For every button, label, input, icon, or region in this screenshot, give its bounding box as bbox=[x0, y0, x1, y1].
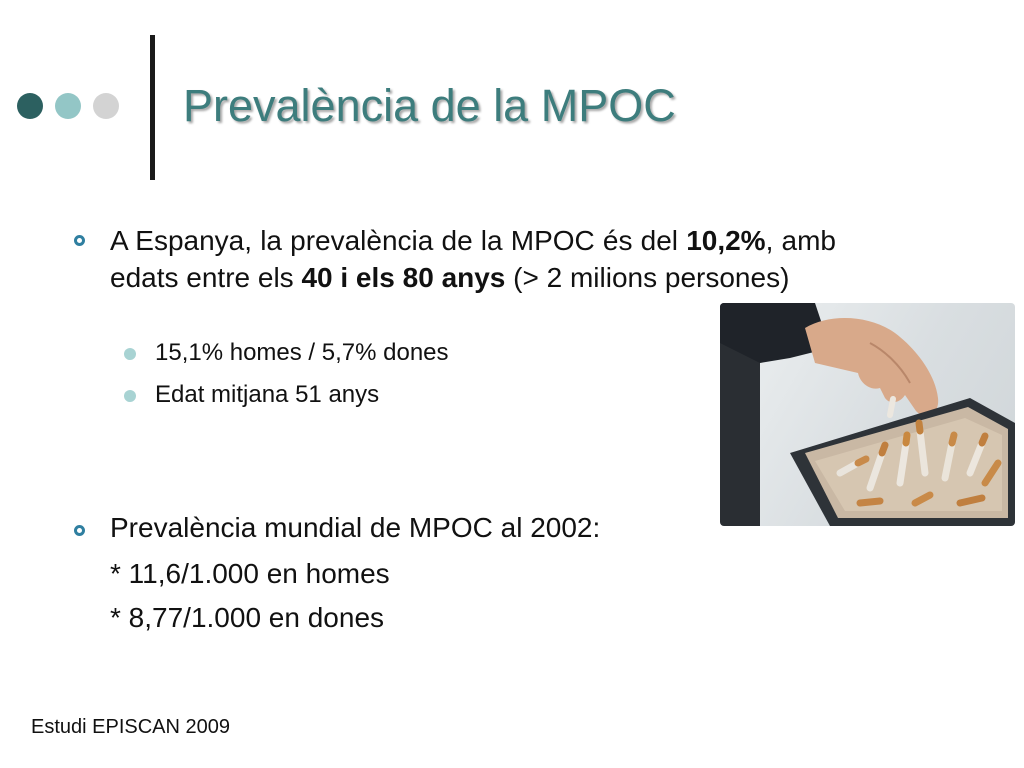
source-footnote: Estudi EPISCAN 2009 bbox=[31, 716, 230, 738]
bullet1-text-part1: A Espanya, la prevalència de la MPOC és … bbox=[110, 225, 687, 256]
decorative-dots bbox=[17, 93, 119, 119]
bullet1-bold-ages: 40 i els 80 anys bbox=[301, 262, 506, 293]
sub-item-gender-split: 15,1% homes / 5,7% dones bbox=[155, 339, 449, 366]
photo-hand-stubbing-cigarette-in-ashtray bbox=[720, 303, 1015, 526]
slide-title: Prevalència de la MPOC bbox=[183, 80, 676, 131]
decor-dot-light bbox=[93, 93, 119, 119]
decor-dot-dark bbox=[17, 93, 43, 119]
bullet-ring-icon bbox=[74, 235, 85, 246]
decor-dot-mid bbox=[55, 93, 81, 119]
bullet1-bold-percent: 10,2% bbox=[686, 225, 766, 256]
bullet1-text-part3: (> 2 milions persones) bbox=[505, 262, 790, 293]
bullet-spain-text: A Espanya, la prevalència de la MPOC és … bbox=[110, 222, 836, 296]
bullet-ring-icon bbox=[74, 525, 85, 536]
world-prevalence-women: * 8,77/1.000 en dones bbox=[110, 602, 385, 633]
sub-bullet-dot-icon bbox=[124, 390, 136, 402]
sub-bullet-dot-icon bbox=[124, 348, 136, 360]
title-divider bbox=[150, 35, 155, 180]
sub-item-mean-age: Edat mitjana 51 anys bbox=[155, 381, 380, 408]
world-prevalence-men: * 11,6/1.000 en homes bbox=[110, 558, 390, 589]
bullet-world-prevalence: Prevalència mundial de MPOC al 2002: bbox=[110, 512, 601, 543]
bullet1-text-part2: , amb edats entre els bbox=[110, 225, 837, 293]
